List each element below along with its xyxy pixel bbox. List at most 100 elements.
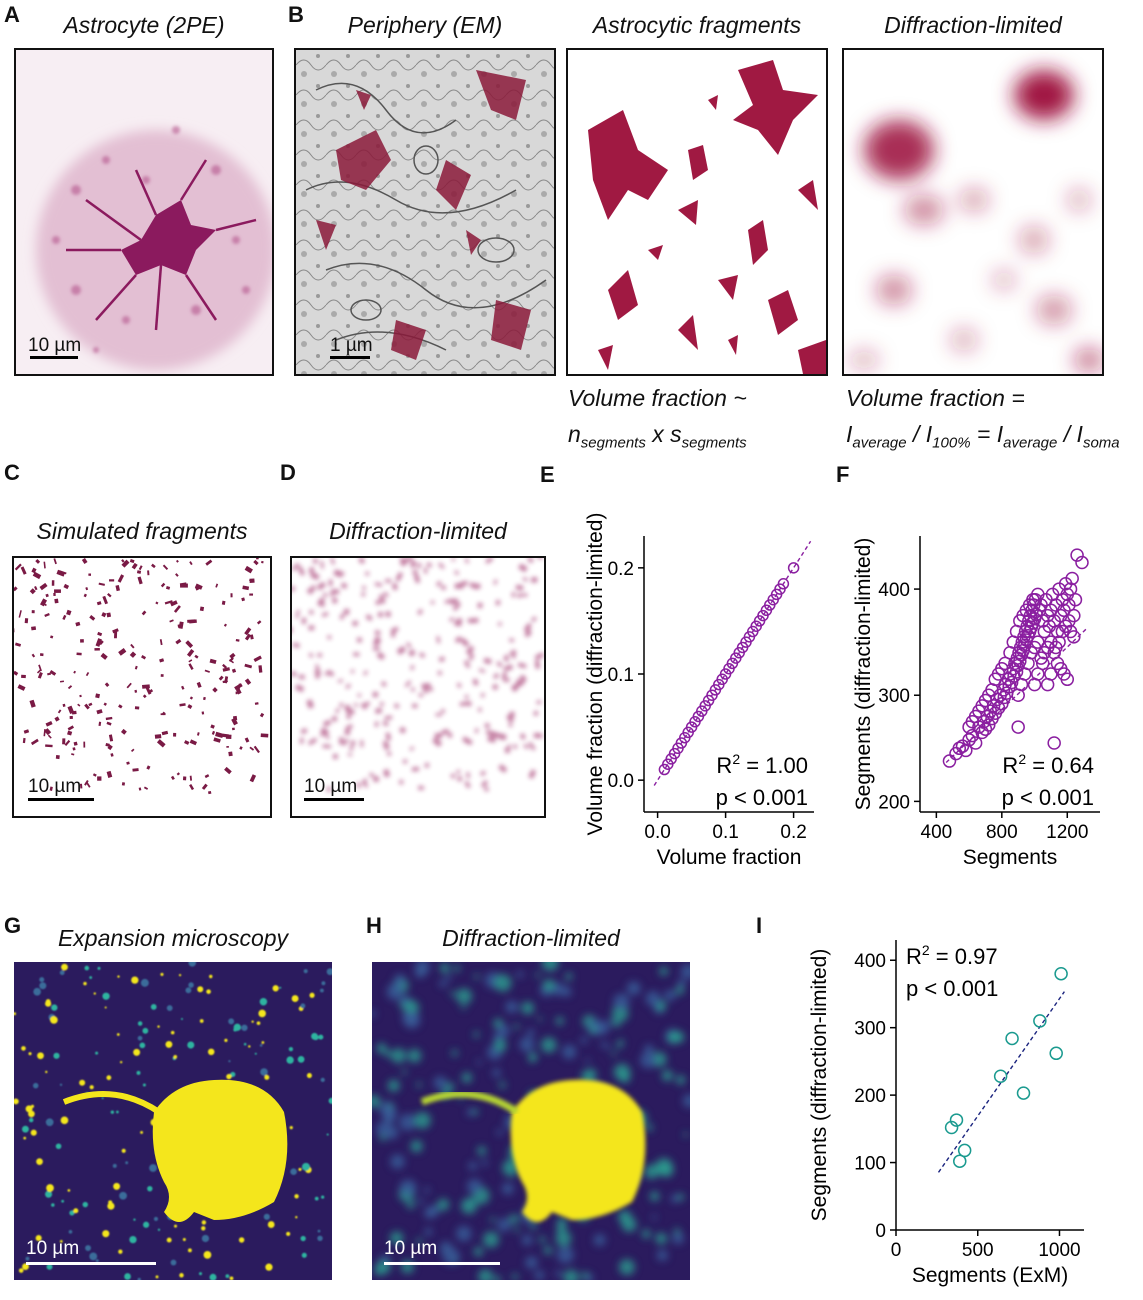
panel-b-title-em: Periphery (EM) <box>347 12 503 38</box>
scalebar-label: 10 µm <box>384 1238 438 1259</box>
formula-term: I <box>925 421 933 447</box>
panel-label-d: D <box>280 460 296 485</box>
formula-sub: segments <box>681 434 747 452</box>
x-axis-label: Volume fraction <box>657 846 802 869</box>
y-tick-label: 400 <box>878 580 910 601</box>
formula-term: I <box>846 421 853 447</box>
fragments-graphic <box>568 50 826 374</box>
data-point <box>1054 966 1068 981</box>
x-tick-label: 0.2 <box>780 822 806 843</box>
diffraction-limited-h-image: 10 µm <box>372 962 690 1280</box>
scalebar-label: 1 µm <box>330 335 373 356</box>
em-graphic <box>296 50 554 374</box>
x-tick-label: 0 <box>891 1240 902 1261</box>
formula-op: = <box>970 421 997 447</box>
data-point <box>1068 592 1083 607</box>
r2-stat: R2 = 0.64 <box>1002 751 1094 778</box>
panel-label-h: H <box>366 913 382 938</box>
data-point <box>1065 571 1079 586</box>
data-point <box>1005 1031 1019 1046</box>
y-tick-label: 0.0 <box>608 771 634 792</box>
formula-sub: average <box>852 434 907 452</box>
scalebar-label: 10 µm <box>304 776 358 797</box>
data-point <box>952 741 967 756</box>
panel-label-c: C <box>4 460 20 485</box>
data-point <box>1047 736 1061 750</box>
data-point <box>1075 555 1089 570</box>
fit-line <box>937 991 1065 1173</box>
x-tick-label: 400 <box>921 822 953 843</box>
volume-fraction-formula-segments: Volume fraction ~ nsegments x ssegments <box>568 380 747 462</box>
volume-fraction-formula-intensity: Volume fraction = Iaverage / I100% = Iav… <box>846 380 1120 462</box>
scalebar-label: 10 µm <box>26 1238 80 1259</box>
y-tick-label: 0.2 <box>608 559 634 580</box>
data-point <box>978 722 993 736</box>
formula-op: x <box>645 421 671 447</box>
diffraction-d-graphic <box>292 558 544 816</box>
data-point <box>777 578 790 590</box>
expansion-graphic <box>14 962 332 1280</box>
y-tick-label: 300 <box>878 686 910 707</box>
data-point <box>949 1113 964 1127</box>
panel-c-title: Simulated fragments <box>36 518 248 544</box>
astrocyte-2pe-graphic <box>16 50 272 374</box>
formula-line: Volume fraction ~ <box>568 385 747 411</box>
x-axis-label: Segments <box>963 846 1058 869</box>
astrocytic-fragments-image <box>566 48 828 376</box>
formula-sub: average <box>1003 434 1058 452</box>
data-point <box>942 754 957 768</box>
panel-label-g: G <box>4 913 22 938</box>
panel-d-title: Diffraction-limited <box>329 518 507 544</box>
r2-stat: R2 = 0.97 <box>906 942 998 969</box>
panel-label-a: A <box>4 2 20 27</box>
panel-b-title-diffraction: Diffraction-limited <box>884 12 1062 38</box>
astrocyte-2pe-image: 10 µm <box>14 48 274 376</box>
x-tick-label: 1000 <box>1038 1240 1080 1261</box>
formula-line: nsegments x ssegments <box>568 416 747 462</box>
x-tick-label: 500 <box>962 1240 994 1261</box>
data-point <box>787 562 800 574</box>
data-point <box>968 736 983 750</box>
diffraction-h-graphic <box>372 962 690 1280</box>
data-point <box>981 718 996 732</box>
panel-label-e: E <box>540 462 555 487</box>
y-axis-label: Segments (diffraction-limited) <box>852 538 875 811</box>
data-point <box>1062 614 1076 628</box>
y-axis-label: Segments (diffraction-limited) <box>808 949 831 1222</box>
formula-term: I <box>1076 421 1083 447</box>
diffraction-b-graphic <box>844 50 1102 374</box>
data-point <box>944 1120 959 1135</box>
x-axis-label: Segments (ExM) <box>912 1264 1068 1287</box>
data-point <box>1067 630 1081 644</box>
panel-b-title-fragments: Astrocytic fragments <box>592 12 802 38</box>
y-axis-label: Volume fraction (diffraction-limited) <box>584 513 607 836</box>
expansion-microscopy-image: 10 µm <box>14 962 332 1280</box>
panel-label-b: B <box>288 2 304 27</box>
data-point <box>1011 720 1025 734</box>
simulated-fragments-image: 10 µm <box>12 556 272 818</box>
y-tick-label: 100 <box>854 1154 886 1175</box>
formula-line: Volume fraction = <box>846 385 1025 411</box>
diffraction-limited-d-image: 10 µm <box>290 556 546 818</box>
x-tick-label: 800 <box>986 822 1018 843</box>
data-point <box>965 728 980 743</box>
simulated-fragments-graphic <box>14 558 270 816</box>
data-point <box>1026 592 1040 607</box>
data-point <box>1035 656 1050 671</box>
x-tick-label: 0.1 <box>712 822 738 843</box>
panel-a-title: Astrocyte (2PE) <box>63 12 225 38</box>
data-point <box>957 1143 972 1158</box>
x-tick-label: 1200 <box>1046 822 1088 843</box>
formula-sub: soma <box>1082 434 1120 452</box>
panel-label-f: F <box>836 462 850 487</box>
data-point <box>1070 548 1084 562</box>
y-tick-label: 0 <box>875 1221 886 1242</box>
y-tick-label: 300 <box>854 1019 886 1040</box>
formula-line: Iaverage / I100% = Iaverage / Isoma <box>846 416 1120 462</box>
data-point <box>1016 1086 1031 1100</box>
p-value-stat: p < 0.001 <box>1002 785 1094 810</box>
chart-i: 0 500 1000 0 100 200 300 400 Segments (ExM) Segme… <box>808 940 1084 1287</box>
data-point <box>991 701 1006 715</box>
formula-op: / <box>906 421 926 447</box>
formula-sub: 100% <box>932 434 971 452</box>
